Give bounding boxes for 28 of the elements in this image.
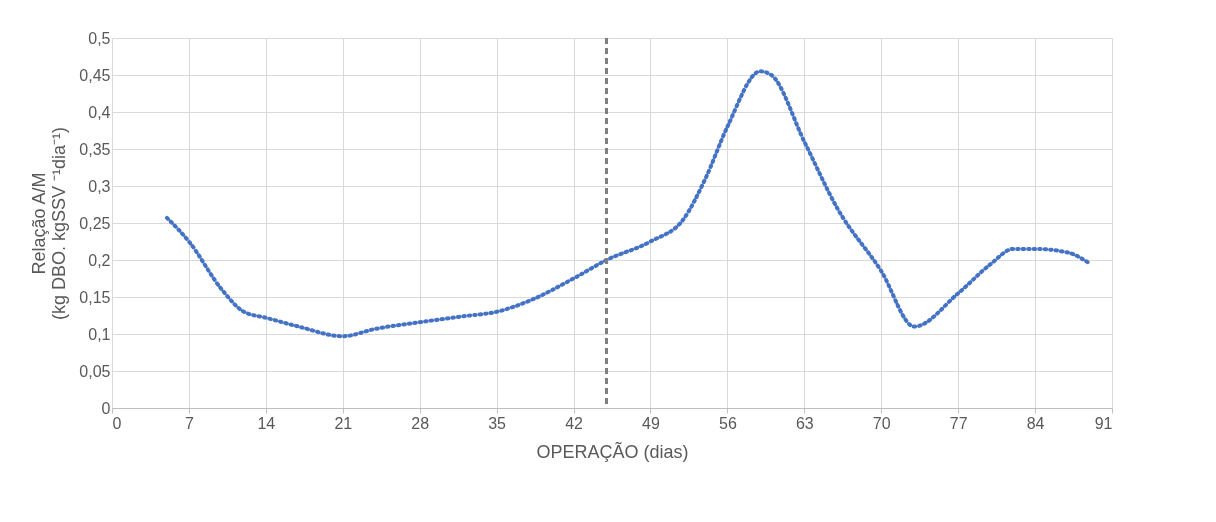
y-tick-label: 0,2 bbox=[88, 251, 111, 269]
x-tick-label: 14 bbox=[257, 414, 276, 432]
x-tick-label: 0 bbox=[112, 414, 122, 432]
x-tick-label: 21 bbox=[334, 414, 353, 432]
x-tick-label: 35 bbox=[488, 414, 507, 432]
y-tick-label: 0,45 bbox=[79, 66, 111, 84]
y-tick-label: 0,35 bbox=[79, 140, 111, 158]
x-axis-title: OPERAÇÃO (dias) bbox=[536, 440, 689, 462]
x-tick-label: 91 bbox=[1094, 414, 1113, 432]
y-tick-label: 0,05 bbox=[79, 362, 111, 380]
y-tick-label: 0,4 bbox=[88, 103, 111, 121]
x-tick-label: 28 bbox=[411, 414, 430, 432]
x-tick-label: 49 bbox=[642, 414, 660, 432]
x-tick-label: 70 bbox=[872, 414, 891, 432]
x-tick-label: 56 bbox=[718, 414, 737, 432]
x-tick-label: 63 bbox=[795, 414, 814, 432]
x-tick-label: 42 bbox=[565, 414, 584, 432]
y-tick-label: 0,5 bbox=[88, 29, 111, 47]
x-tick-label: 84 bbox=[1026, 414, 1045, 432]
x-tick-label: 7 bbox=[184, 414, 194, 432]
y-axis-title: Relação A/M (kg DBO. kgSSV ⁻¹dia⁻¹) bbox=[29, 126, 70, 321]
y-tick-label: 0,3 bbox=[88, 177, 111, 195]
y-tick-label: 0,25 bbox=[79, 214, 111, 232]
y-tick-label: 0,1 bbox=[88, 325, 111, 343]
y-tick-label: 0 bbox=[101, 399, 111, 417]
y-tick-label: 0,15 bbox=[79, 288, 111, 306]
line-series bbox=[164, 69, 1093, 339]
x-tick-label: 77 bbox=[949, 414, 968, 432]
